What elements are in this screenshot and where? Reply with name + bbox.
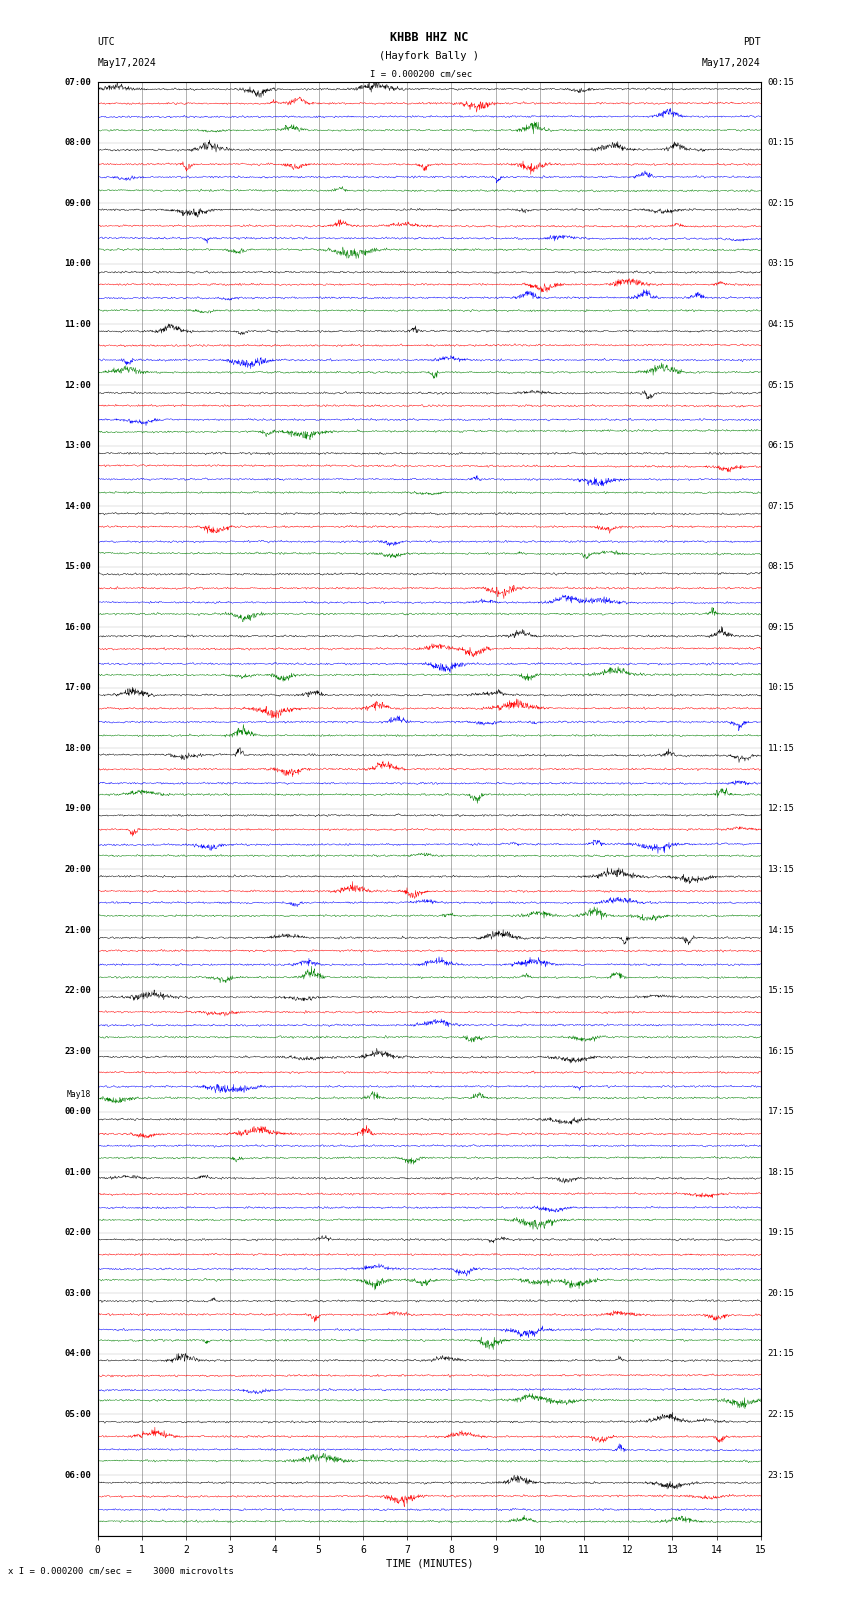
Text: 21:15: 21:15 [768, 1350, 795, 1358]
Text: May17,2024: May17,2024 [702, 58, 761, 68]
Text: 10:00: 10:00 [64, 260, 91, 268]
Text: 18:00: 18:00 [64, 744, 91, 753]
Text: May17,2024: May17,2024 [98, 58, 156, 68]
Text: 12:15: 12:15 [768, 805, 795, 813]
Text: 03:00: 03:00 [64, 1289, 91, 1298]
Text: 11:15: 11:15 [768, 744, 795, 753]
Text: 01:00: 01:00 [64, 1168, 91, 1177]
Text: 05:15: 05:15 [768, 381, 795, 389]
Text: x I = 0.000200 cm/sec =    3000 microvolts: x I = 0.000200 cm/sec = 3000 microvolts [8, 1566, 235, 1576]
Text: 16:15: 16:15 [768, 1047, 795, 1055]
Text: 00:00: 00:00 [64, 1107, 91, 1116]
Text: 15:00: 15:00 [64, 563, 91, 571]
Text: 20:00: 20:00 [64, 865, 91, 874]
Text: 17:00: 17:00 [64, 684, 91, 692]
Text: 06:15: 06:15 [768, 440, 795, 450]
Text: 10:15: 10:15 [768, 684, 795, 692]
Text: UTC: UTC [98, 37, 116, 47]
Text: 04:00: 04:00 [64, 1350, 91, 1358]
Text: 23:15: 23:15 [768, 1471, 795, 1479]
Text: 19:00: 19:00 [64, 805, 91, 813]
Text: 09:00: 09:00 [64, 198, 91, 208]
Text: I = 0.000200 cm/sec: I = 0.000200 cm/sec [370, 69, 472, 79]
Text: 03:15: 03:15 [768, 260, 795, 268]
Text: 13:00: 13:00 [64, 440, 91, 450]
Text: 07:15: 07:15 [768, 502, 795, 511]
Text: 17:15: 17:15 [768, 1107, 795, 1116]
Text: 14:00: 14:00 [64, 502, 91, 511]
Text: (Hayfork Bally ): (Hayfork Bally ) [379, 52, 479, 61]
Text: 08:15: 08:15 [768, 563, 795, 571]
Text: 18:15: 18:15 [768, 1168, 795, 1177]
Text: May18: May18 [66, 1090, 91, 1098]
Text: 16:00: 16:00 [64, 623, 91, 632]
Text: 06:00: 06:00 [64, 1471, 91, 1479]
Text: 00:15: 00:15 [768, 77, 795, 87]
Text: 15:15: 15:15 [768, 986, 795, 995]
Text: 02:15: 02:15 [768, 198, 795, 208]
Text: 22:00: 22:00 [64, 986, 91, 995]
Text: KHBB HHZ NC: KHBB HHZ NC [390, 31, 468, 44]
Text: 05:00: 05:00 [64, 1410, 91, 1419]
Text: 21:00: 21:00 [64, 926, 91, 934]
Text: 08:00: 08:00 [64, 139, 91, 147]
Text: 07:00: 07:00 [64, 77, 91, 87]
Text: 02:00: 02:00 [64, 1229, 91, 1237]
Text: 20:15: 20:15 [768, 1289, 795, 1298]
Text: PDT: PDT [743, 37, 761, 47]
Text: 01:15: 01:15 [768, 139, 795, 147]
Text: 11:00: 11:00 [64, 319, 91, 329]
Text: 14:15: 14:15 [768, 926, 795, 934]
Text: 09:15: 09:15 [768, 623, 795, 632]
Text: 23:00: 23:00 [64, 1047, 91, 1055]
Text: 12:00: 12:00 [64, 381, 91, 389]
Text: 13:15: 13:15 [768, 865, 795, 874]
X-axis label: TIME (MINUTES): TIME (MINUTES) [386, 1558, 473, 1569]
Text: 22:15: 22:15 [768, 1410, 795, 1419]
Text: 19:15: 19:15 [768, 1229, 795, 1237]
Text: 04:15: 04:15 [768, 319, 795, 329]
